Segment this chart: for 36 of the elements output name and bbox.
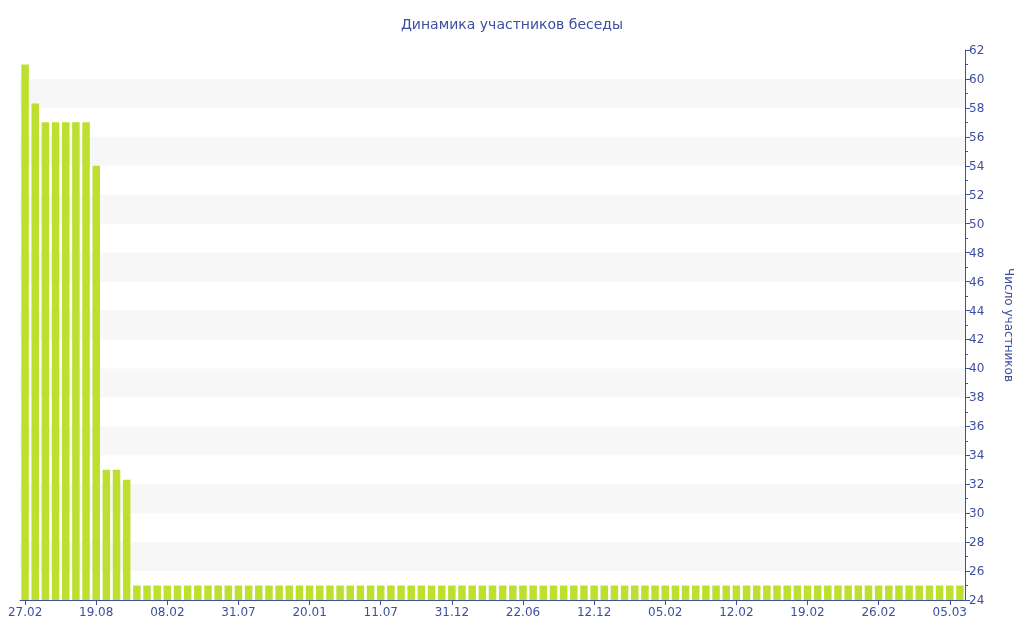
x-tick-label: 12.02: [719, 605, 754, 619]
y-tick-label: 30: [969, 506, 985, 521]
x-tick-label: 19.08: [79, 605, 114, 619]
y-tick-label: 32: [969, 477, 985, 492]
y-tick-label: 50: [969, 216, 985, 231]
y-tick-label: 28: [969, 535, 985, 550]
x-tick-label: 27.02: [7, 605, 43, 619]
y-tick-label: 42: [969, 332, 985, 347]
y-tick-label: 48: [969, 245, 985, 260]
x-tick-label: 31.12: [434, 605, 470, 619]
y-tick-label: 24: [969, 593, 985, 607]
x-tick-label: 05.03: [932, 605, 967, 619]
y-tick-label: 44: [969, 303, 985, 318]
y-tick-label: 54: [969, 158, 985, 173]
y-tick-label: 60: [969, 71, 985, 86]
y-tick-label: 36: [969, 419, 985, 434]
x-tick-label: 11.07: [363, 605, 398, 619]
x-tick-label: 19.02: [790, 605, 825, 619]
x-tick-label: 08.02: [150, 605, 185, 619]
y-tick-label: 58: [969, 100, 985, 115]
y-tick-label: 40: [969, 361, 985, 376]
x-tick-label: 20.01: [292, 605, 327, 619]
x-tick-label: 22.06: [505, 605, 541, 619]
chart-title: Динамика участников беседы: [400, 16, 624, 32]
y-tick-label: 38: [969, 390, 985, 405]
y-tick-label: 46: [969, 274, 985, 289]
y-axis-title: Число участников: [1002, 268, 1016, 382]
y-tick-label: 26: [969, 564, 985, 579]
x-tick-label: 12.12: [576, 605, 612, 619]
y-tick-label: 56: [969, 129, 985, 144]
x-tick-label: 26.02: [861, 605, 896, 619]
y-tick-label: 52: [969, 187, 985, 202]
x-tick-label: 31.07: [221, 605, 256, 619]
y-tick-label: 62: [969, 43, 985, 57]
x-tick-label: 05.02: [648, 605, 683, 619]
y-tick-label: 34: [969, 448, 985, 463]
